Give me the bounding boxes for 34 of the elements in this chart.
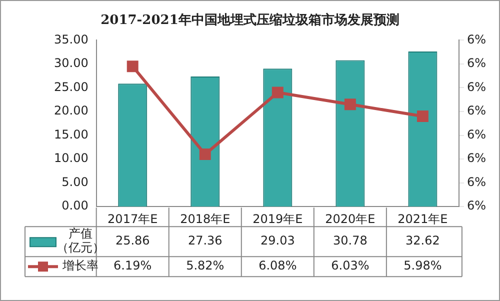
data-label: 27.36	[188, 234, 222, 248]
legend-label: 增长率	[62, 258, 99, 273]
data-label: 32.62	[406, 234, 440, 248]
data-label: 25.86	[115, 234, 150, 248]
x-tick-label: 2018年E	[180, 212, 230, 226]
y2-tick-label: 6%	[466, 32, 486, 46]
text: 20.00	[54, 104, 88, 118]
x-tick-label: 2021年E	[398, 212, 448, 226]
data-label: 6.03%	[331, 258, 370, 273]
y2-tick-label: 6%	[466, 80, 486, 94]
y2-tick-label: 6%	[466, 174, 486, 189]
text: 15.00	[54, 127, 88, 142]
text: 10.00	[54, 151, 88, 166]
data-label: 6.19%	[114, 258, 152, 273]
chart-title: 2017-2021年中国地埋式压缩垃圾箱市场发展预测	[100, 12, 400, 29]
text: 35.00	[54, 32, 88, 46]
y2-tick-label: 6%	[466, 127, 486, 142]
y2-tick-label: 6%	[466, 104, 486, 118]
text: 5.00	[62, 174, 88, 189]
text: 0.00	[62, 198, 88, 213]
text: 25.00	[54, 80, 88, 94]
text: 30.00	[54, 56, 88, 70]
y2-tick-label: 6%	[466, 198, 486, 213]
x-tick-label: 2020年E	[325, 212, 376, 226]
data-label: 6.08%	[258, 258, 297, 273]
x-tick-label: 2017年E	[108, 212, 158, 226]
data-label: 30.78	[333, 234, 368, 248]
data-label: 5.98%	[404, 258, 442, 273]
data-label: 29.03	[260, 234, 295, 248]
y2-tick-label: 6%	[466, 56, 486, 70]
x-tick-label: 2019年E	[252, 212, 303, 226]
data-label: 5.82%	[186, 258, 224, 273]
y2-tick-label: 6%	[466, 151, 486, 166]
legend-label: 产值（亿元）	[56, 226, 105, 255]
